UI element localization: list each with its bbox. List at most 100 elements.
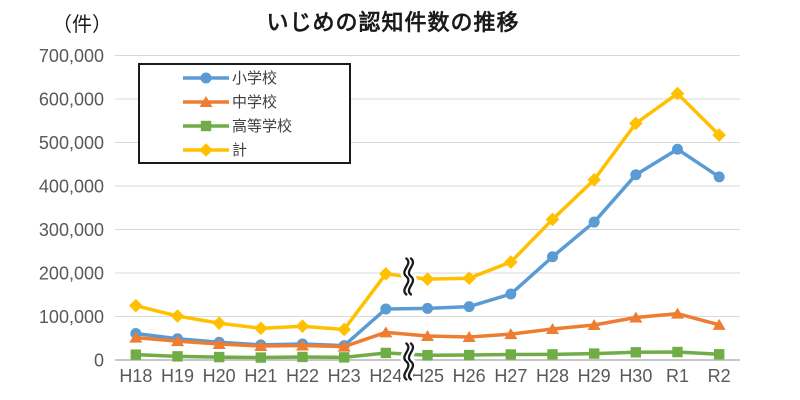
x-tick-label: H21 bbox=[244, 366, 277, 386]
legend-swatch-square-icon bbox=[183, 120, 229, 131]
marker-diamond bbox=[629, 116, 643, 131]
x-tick-label: H27 bbox=[494, 366, 527, 386]
marker-triangle bbox=[712, 318, 726, 330]
x-tick-label: H22 bbox=[286, 366, 319, 386]
marker-diamond bbox=[462, 271, 476, 285]
x-tick-label: H18 bbox=[119, 366, 152, 386]
y-axis-unit-label: （件） bbox=[52, 14, 112, 36]
legend-label: 計 bbox=[232, 142, 248, 159]
marker-square bbox=[172, 351, 183, 362]
marker-diamond bbox=[170, 309, 185, 323]
marker-triangle bbox=[671, 307, 684, 319]
marker-square bbox=[130, 349, 142, 360]
x-tick-label: H29 bbox=[578, 366, 611, 386]
chart-title: いじめの認知件数の推移 bbox=[266, 10, 520, 35]
marker-diamond bbox=[199, 142, 213, 157]
x-tick-label: H26 bbox=[453, 366, 486, 386]
marker-square bbox=[380, 347, 392, 359]
y-tick-label: 300,000 bbox=[39, 220, 104, 240]
marker-diamond bbox=[670, 86, 685, 101]
marker-square bbox=[297, 351, 308, 363]
marker-triangle bbox=[546, 322, 559, 334]
legend-swatch-triangle-icon bbox=[183, 95, 229, 107]
marker-diamond bbox=[379, 267, 393, 281]
x-tick-label: H19 bbox=[161, 366, 194, 386]
y-tick-label: 500,000 bbox=[39, 133, 104, 153]
marker-square bbox=[505, 349, 517, 360]
series-junior-high-school bbox=[129, 307, 726, 352]
x-tick-label: R1 bbox=[666, 366, 689, 386]
x-tick-label: R2 bbox=[708, 366, 731, 386]
marker-circle bbox=[422, 302, 433, 314]
y-tick-label: 400,000 bbox=[39, 177, 104, 197]
marker-diamond bbox=[295, 319, 310, 334]
axis-break-mark bbox=[400, 254, 417, 299]
x-tick-label: H28 bbox=[536, 366, 569, 386]
legend-item-junior-high-school: 中学校 bbox=[183, 90, 349, 113]
legend-item-elementary-school: 小学校 bbox=[183, 66, 349, 89]
y-tick-label: 0 bbox=[94, 351, 104, 371]
y-tick-label: 100,000 bbox=[39, 307, 104, 327]
marker-square bbox=[463, 349, 475, 361]
marker-diamond bbox=[587, 172, 601, 187]
legend-item-total: 計 bbox=[183, 138, 349, 161]
marker-square bbox=[422, 349, 433, 361]
series-total bbox=[129, 86, 726, 337]
x-tick-label: H24 bbox=[369, 366, 402, 386]
x-tick-label: H20 bbox=[203, 366, 236, 386]
marker-triangle bbox=[587, 319, 601, 331]
marker-circle bbox=[547, 251, 558, 263]
x-tick-label: H25 bbox=[411, 366, 444, 386]
marker-diamond bbox=[504, 255, 518, 269]
legend-swatch-diamond-icon bbox=[183, 142, 229, 157]
marker-circle bbox=[505, 288, 517, 300]
marker-circle bbox=[672, 143, 683, 155]
marker-diamond bbox=[212, 316, 226, 330]
series-high-school bbox=[130, 346, 725, 363]
marker-circle bbox=[380, 303, 392, 315]
y-tick-label: 600,000 bbox=[39, 90, 104, 110]
marker-triangle bbox=[337, 340, 351, 352]
legend: 小学校中学校高等学校計 bbox=[138, 63, 351, 164]
marker-circle bbox=[588, 216, 600, 228]
marker-triangle bbox=[171, 335, 184, 347]
marker-triangle bbox=[212, 337, 226, 349]
marker-diamond bbox=[420, 272, 435, 286]
marker-circle bbox=[200, 72, 212, 83]
marker-triangle bbox=[421, 329, 434, 341]
legend-label: 高等学校 bbox=[232, 118, 293, 135]
marker-triangle bbox=[129, 331, 143, 343]
marker-square bbox=[713, 349, 725, 360]
marker-square bbox=[630, 347, 642, 358]
marker-square bbox=[588, 348, 600, 359]
legend-item-high-school: 高等学校 bbox=[183, 114, 349, 137]
marker-circle bbox=[630, 169, 642, 181]
marker-diamond bbox=[545, 212, 560, 227]
marker-triangle bbox=[504, 328, 518, 340]
marker-triangle bbox=[199, 95, 213, 107]
x-tick-label: H23 bbox=[328, 366, 361, 386]
marker-square bbox=[338, 352, 350, 363]
legend-swatch-circle-icon bbox=[183, 72, 229, 83]
marker-circle bbox=[713, 171, 725, 183]
x-tick-label: H30 bbox=[619, 366, 652, 386]
marker-diamond bbox=[337, 322, 351, 337]
marker-triangle bbox=[462, 330, 476, 342]
marker-diamond bbox=[129, 298, 143, 313]
marker-diamond bbox=[712, 128, 726, 142]
marker-triangle bbox=[296, 339, 309, 351]
marker-square bbox=[255, 352, 267, 363]
marker-circle bbox=[463, 301, 475, 313]
legend-label: 小学校 bbox=[232, 70, 278, 87]
axis-break-mark bbox=[400, 339, 417, 384]
marker-diamond bbox=[254, 321, 268, 336]
marker-square bbox=[200, 120, 212, 131]
marker-square bbox=[672, 346, 683, 358]
marker-triangle bbox=[254, 340, 268, 352]
marker-square bbox=[547, 349, 558, 360]
y-tick-label: 700,000 bbox=[39, 46, 104, 66]
marker-square bbox=[213, 351, 225, 363]
marker-triangle bbox=[379, 326, 393, 338]
marker-triangle bbox=[629, 311, 643, 323]
